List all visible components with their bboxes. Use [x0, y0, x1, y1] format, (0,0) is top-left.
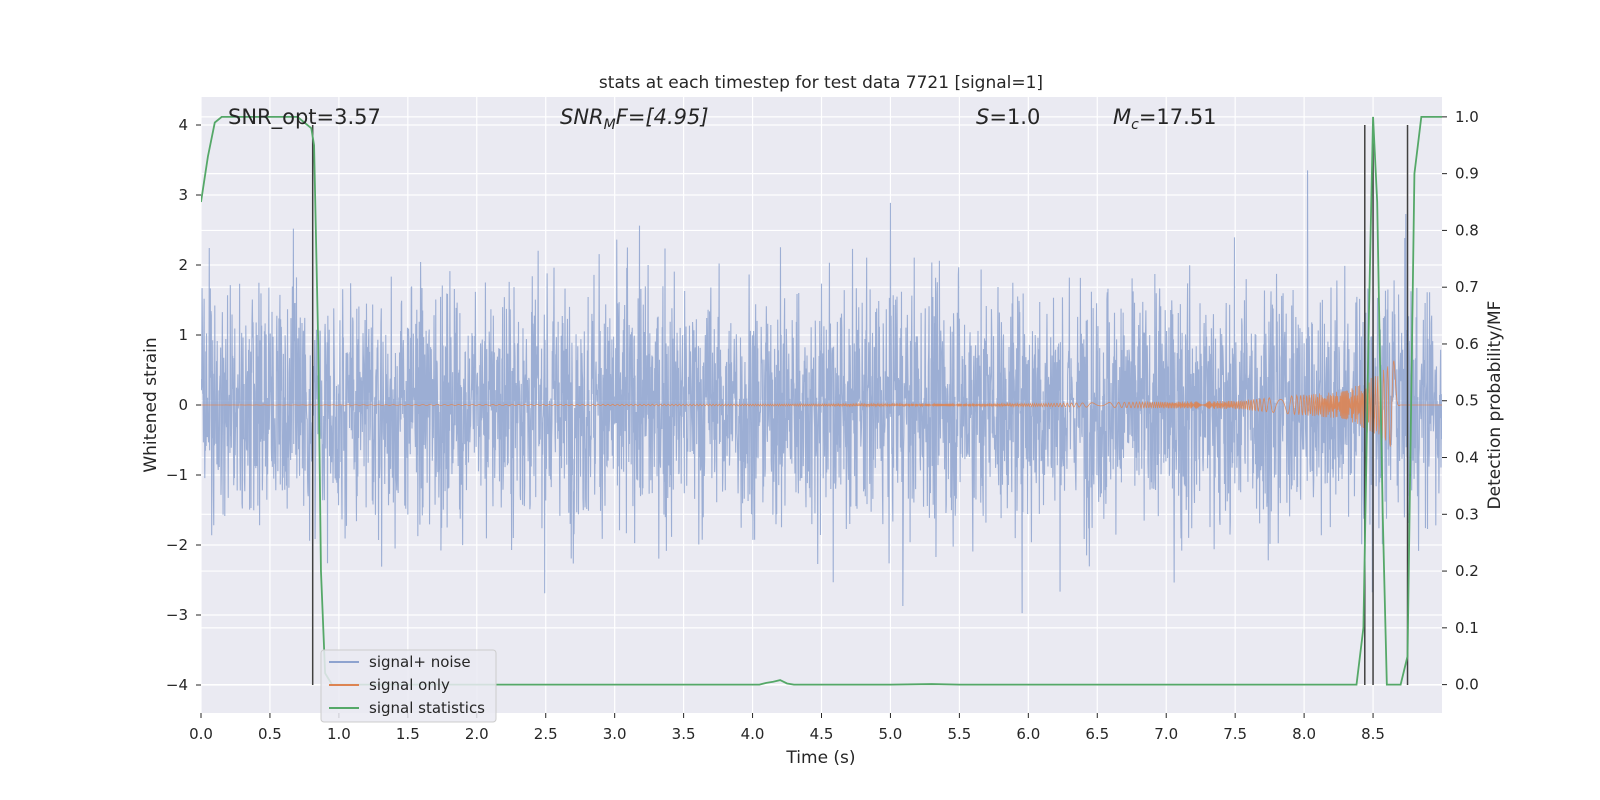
x-tick-label-15: 7.5: [1223, 725, 1247, 743]
x-tick-label-4: 2.0: [465, 725, 489, 743]
annotation-mc-main: M: [1113, 105, 1131, 129]
x-tick-label-3: 1.5: [396, 725, 420, 743]
annotation-snr-mf-rest: F=[4.95]: [616, 105, 709, 129]
annotation-mc-rest: =17.51: [1139, 105, 1217, 129]
series-signal-noise: [201, 170, 1442, 614]
y-right-tick-label-8: 0.8: [1455, 221, 1479, 239]
legend-label-signal-noise: signal+ noise: [369, 653, 471, 671]
legend-box: [320, 649, 497, 723]
y-right-tick-label-6: 0.6: [1455, 335, 1479, 353]
y-right-tick-label-2: 0.2: [1455, 562, 1479, 580]
x-tick-label-17: 8.5: [1361, 725, 1385, 743]
x-tick-label-13: 6.5: [1085, 725, 1109, 743]
y-tick-label-0: −4: [166, 676, 188, 694]
y-right-tick-label-5: 0.5: [1455, 392, 1479, 410]
annotation-s-rest: =1.0: [989, 105, 1040, 129]
x-tick-label-7: 3.5: [672, 725, 696, 743]
legend-label-signal-statistics: signal statistics: [369, 699, 485, 717]
annotation-s-main: S: [976, 105, 989, 129]
y-axis-label: Whitened strain: [141, 337, 161, 472]
y-right-tick-label-0: 0.0: [1455, 676, 1479, 694]
x-tick-label-0: 0.0: [189, 725, 213, 743]
legend: signal+ noise signal only signal statist…: [320, 649, 497, 723]
x-tick-label-11: 5.5: [947, 725, 971, 743]
legend-label-signal-only: signal only: [369, 676, 450, 694]
x-axis-ticks: 0.0 0.5 1.0 1.5 2.0 2.5 3.0 3.5 4.0 4.5 5.0 5.5 6.0 6…: [189, 713, 1385, 743]
y-axis-ticks: −4 −3 −2 −1 0 1 2 3 4: [166, 116, 201, 694]
series-layer: [201, 115, 1442, 686]
annotation-s: S=1.0: [976, 105, 1040, 129]
y-tick-label-1: −3: [166, 606, 188, 624]
y-axis-right-label: Detection probability/MF: [1485, 301, 1505, 510]
series-signal-statistics: [201, 115, 1442, 686]
x-tick-label-8: 4.0: [741, 725, 765, 743]
y-right-tick-label-3: 0.3: [1455, 505, 1479, 523]
annotation-snr-mf-sub: M: [604, 117, 616, 133]
x-tick-label-5: 2.5: [534, 725, 558, 743]
x-tick-label-6: 3.0: [603, 725, 627, 743]
annotation-mc: Mc=17.51: [1113, 105, 1217, 133]
y-tick-label-8: 4: [178, 116, 188, 134]
y-right-tick-label-1: 0.1: [1455, 619, 1479, 637]
y-tick-label-4: 0: [178, 396, 188, 414]
x-tick-label-10: 5.0: [879, 725, 903, 743]
x-axis-label: Time (s): [785, 748, 855, 768]
chart-title: stats at each timestep for test data 772…: [599, 73, 1043, 93]
y-tick-label-6: 2: [178, 256, 188, 274]
annotation-snr-mf-main: SNR: [560, 105, 604, 129]
series-signal-only: [201, 360, 1442, 447]
annotation-snr-opt: SNR_opt=3.57: [228, 105, 381, 130]
y-tick-label-5: 1: [178, 326, 188, 344]
x-tick-label-9: 4.5: [810, 725, 834, 743]
y-right-tick-label-10: 1.0: [1455, 108, 1479, 126]
y-axis-right-ticks: 0.0 0.1 0.2 0.3 0.4 0.5 0.6 0.7 0.8 0.9 1.0: [1442, 108, 1479, 694]
y-right-tick-label-7: 0.7: [1455, 278, 1479, 296]
y-tick-label-2: −2: [166, 536, 188, 554]
y-right-tick-label-9: 0.9: [1455, 165, 1479, 183]
x-tick-label-14: 7.0: [1154, 725, 1178, 743]
x-tick-label-1: 0.5: [258, 725, 282, 743]
y-tick-label-3: −1: [166, 466, 188, 484]
x-tick-label-12: 6.0: [1016, 725, 1040, 743]
annotation-mc-sub: c: [1131, 117, 1139, 133]
y-tick-label-7: 3: [178, 186, 188, 204]
y-right-tick-label-4: 0.4: [1455, 449, 1479, 467]
annotation-snr-mf: SNRMF=[4.95]: [560, 105, 709, 133]
x-tick-label-2: 1.0: [327, 725, 351, 743]
x-tick-label-16: 8.0: [1292, 725, 1316, 743]
